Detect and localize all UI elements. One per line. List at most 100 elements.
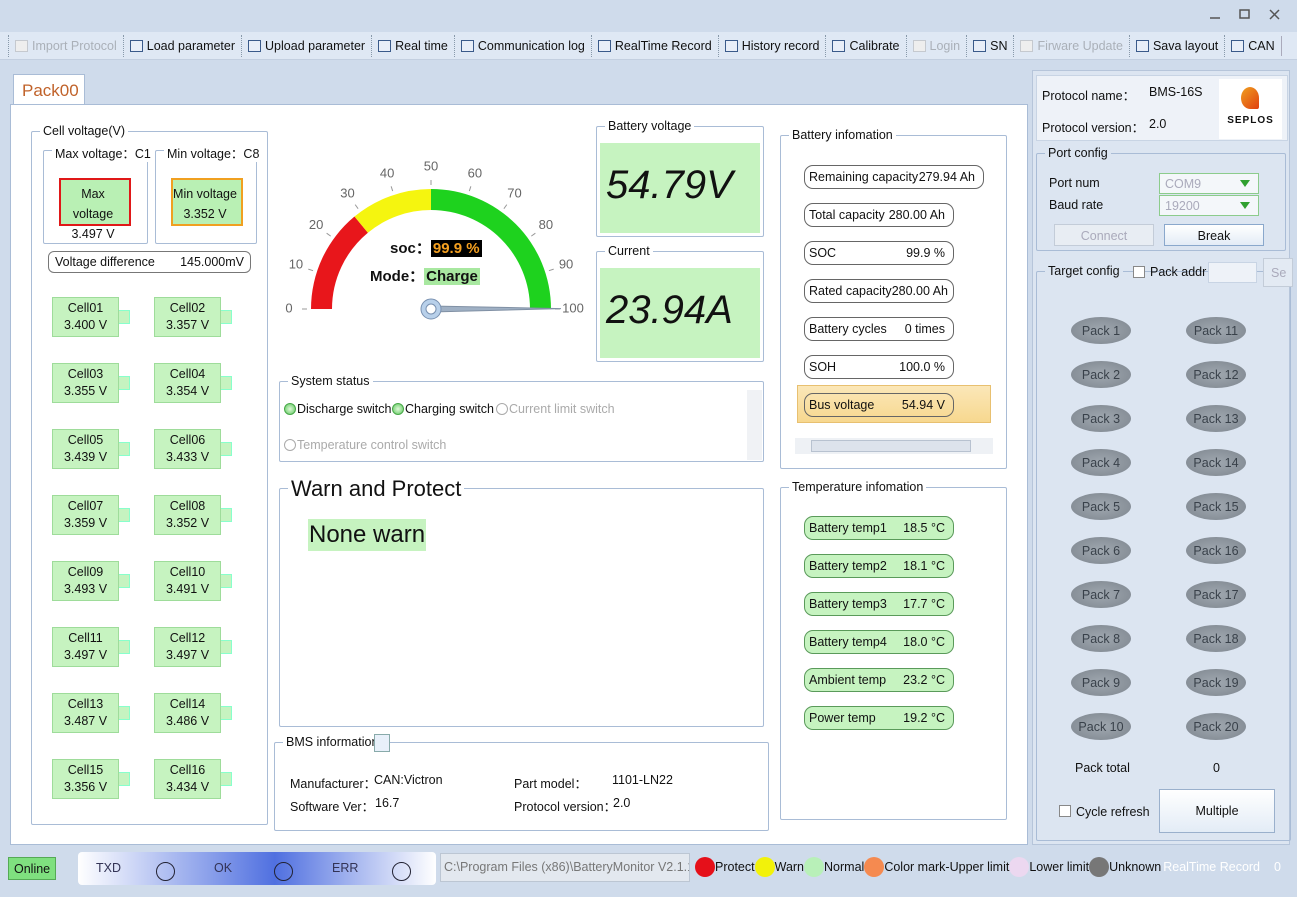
toolbar-button[interactable]: CAN bbox=[1224, 34, 1280, 57]
pack-button[interactable]: Pack 5 bbox=[1071, 493, 1131, 520]
pack-button[interactable]: Pack 17 bbox=[1186, 581, 1246, 608]
bms-value: 2.0 bbox=[613, 796, 631, 810]
pack-button[interactable]: Pack 7 bbox=[1071, 581, 1131, 608]
pack-button[interactable]: Pack 11 bbox=[1186, 317, 1246, 344]
info-value: 279.94 Ah bbox=[918, 170, 975, 184]
cell-terminal bbox=[118, 574, 130, 588]
multiple-button[interactable]: Multiple bbox=[1159, 789, 1275, 833]
cell-name: Cell12 bbox=[169, 631, 206, 645]
temp-value: 23.2 °C bbox=[903, 673, 945, 687]
bms-info-group: BMS information Manufacturer： CAN:Victron P… bbox=[274, 734, 769, 831]
cell-terminal bbox=[220, 640, 232, 654]
toolbar-button[interactable]: Login bbox=[905, 34, 967, 57]
toolbar-label: Communication log bbox=[477, 38, 585, 53]
pack-button[interactable]: Pack 10 bbox=[1071, 713, 1131, 740]
path-box: C:\Program Files (x86)\BatteryMonitor V2… bbox=[440, 853, 690, 882]
port-config-group: Port config Port num COM9 Baud rate 19200 Con… bbox=[1036, 146, 1286, 251]
pack-button[interactable]: Pack 4 bbox=[1071, 449, 1131, 476]
pack-button[interactable]: Pack 19 bbox=[1186, 669, 1246, 696]
toolbar-button[interactable]: Real time bbox=[371, 34, 454, 57]
pack-addr-input[interactable] bbox=[1208, 262, 1257, 283]
toolbar-button[interactable]: Communication log bbox=[453, 34, 591, 57]
horizontal-scrollbar[interactable] bbox=[795, 438, 993, 454]
temp-item: Battery temp1 18.5 °C bbox=[804, 516, 954, 540]
toolbar-button[interactable]: Sava layout bbox=[1128, 34, 1224, 57]
pack-button[interactable]: Pack 2 bbox=[1071, 361, 1131, 388]
pack-button[interactable]: Pack 18 bbox=[1186, 625, 1246, 652]
group-title: Min voltage：C8 bbox=[164, 143, 263, 162]
toolbar-button[interactable]: RealTime Record bbox=[590, 34, 718, 57]
toolbar-button[interactable]: Load parameter bbox=[122, 34, 241, 57]
voltage-difference: Voltage difference 145.000mV bbox=[48, 251, 251, 273]
switch-label: Discharge switch bbox=[297, 402, 392, 416]
window-controls[interactable] bbox=[1200, 4, 1290, 26]
battery-info-group: Battery infomation Remaining capacity 279.… bbox=[780, 128, 1007, 469]
battery_voltage-value: 54.79V bbox=[600, 143, 760, 233]
diff-value: 145.000mV bbox=[180, 255, 244, 269]
legend-label: Unknown bbox=[1109, 860, 1162, 874]
info-item: Rated capacity 280.00 Ah bbox=[804, 279, 954, 303]
pack-button[interactable]: Pack 6 bbox=[1071, 537, 1131, 564]
main-panel: Cell voltage(V) Max voltage：C1 Max voltage… bbox=[10, 104, 1028, 845]
pack-button[interactable]: Pack 13 bbox=[1186, 405, 1246, 432]
cell-name: Cell15 bbox=[67, 763, 104, 777]
min-voltage-box: Min voltage 3.352 V bbox=[171, 178, 237, 226]
switch: Discharge switch bbox=[284, 402, 391, 416]
gauge-tick-label: 0 bbox=[285, 300, 292, 315]
toolbar-button[interactable]: Upload parameter bbox=[241, 34, 371, 57]
temp-value: 18.5 °C bbox=[903, 521, 945, 535]
protocol-name: BMS-16S bbox=[1149, 85, 1203, 99]
cell-voltage: 3.486 V bbox=[165, 714, 210, 728]
gauge-tick bbox=[354, 204, 359, 209]
pack-button[interactable]: Pack 15 bbox=[1186, 493, 1246, 520]
dropdown-value: 19200 bbox=[1165, 199, 1200, 213]
break-button[interactable]: Break bbox=[1164, 224, 1264, 246]
cell-voltage: 3.434 V bbox=[165, 780, 210, 794]
pack-button[interactable]: Pack 14 bbox=[1186, 449, 1246, 476]
port-label: Baud rate bbox=[1049, 198, 1104, 212]
indicator-panel: TXD OK ERR bbox=[78, 852, 436, 885]
gauge-tick-label: 30 bbox=[340, 186, 354, 201]
toolbar-button[interactable]: Import Protocol bbox=[8, 34, 123, 57]
dropdown[interactable]: 19200 bbox=[1159, 195, 1259, 216]
pack-addr-checkbox[interactable] bbox=[1133, 266, 1145, 278]
cell-voltage: 3.433 V bbox=[165, 450, 210, 464]
gauge-tick-label: 40 bbox=[380, 165, 394, 180]
info-item: Total capacity 280.00 Ah bbox=[804, 203, 954, 227]
toolbar-icon bbox=[1020, 39, 1034, 52]
tab[interactable]: Pack00 bbox=[13, 74, 85, 105]
cell-terminal bbox=[220, 376, 232, 390]
pack-button[interactable]: Pack 9 bbox=[1071, 669, 1131, 696]
pack-button[interactable]: Pack 3 bbox=[1071, 405, 1131, 432]
switch-label: Current limit switch bbox=[509, 402, 615, 416]
toolbar-button[interactable]: Calibrate bbox=[825, 34, 905, 57]
pack-button[interactable]: Pack 8 bbox=[1071, 625, 1131, 652]
cycle-refresh-checkbox[interactable] bbox=[1059, 805, 1071, 817]
cell-terminal bbox=[118, 772, 130, 786]
gauge-tick bbox=[308, 268, 314, 272]
toolbar-label: Calibrate bbox=[849, 38, 900, 53]
toolbar-button[interactable]: History record bbox=[717, 34, 826, 57]
connect-button[interactable]: Connect bbox=[1054, 224, 1154, 246]
vertical-scrollbar[interactable] bbox=[747, 390, 762, 460]
cell-voltage: 3.400 V bbox=[63, 318, 108, 332]
pack-button[interactable]: Pack 16 bbox=[1186, 537, 1246, 564]
toolbar-button[interactable]: Firware Update bbox=[1013, 34, 1128, 57]
pack-button[interactable]: Pack 12 bbox=[1186, 361, 1246, 388]
pack-button[interactable]: Pack 20 bbox=[1186, 713, 1246, 740]
record-count: 0 bbox=[1274, 860, 1281, 874]
toolbar-button[interactable]: SN bbox=[966, 34, 1013, 57]
protocol-box: Protocol name： BMS-16S Protocol version： 2.… bbox=[1036, 75, 1288, 141]
dropdown[interactable]: COM9 bbox=[1159, 173, 1259, 194]
warn-message: None warn bbox=[308, 519, 427, 551]
set-button[interactable]: Se bbox=[1263, 258, 1293, 287]
info-item: Bus voltage 54.94 V bbox=[804, 393, 954, 417]
pack-button[interactable]: Pack 1 bbox=[1071, 317, 1131, 344]
toolbar-label: Load parameter bbox=[146, 38, 236, 53]
pack-addr-label: Pack addr bbox=[1150, 265, 1207, 279]
toolbar-icon bbox=[832, 39, 846, 52]
refresh-icon[interactable] bbox=[374, 734, 390, 752]
toolbar-dropdown-arrow[interactable] bbox=[1280, 35, 1295, 56]
scroll-thumb[interactable] bbox=[811, 440, 971, 452]
indicator-label: ERR bbox=[332, 861, 359, 875]
